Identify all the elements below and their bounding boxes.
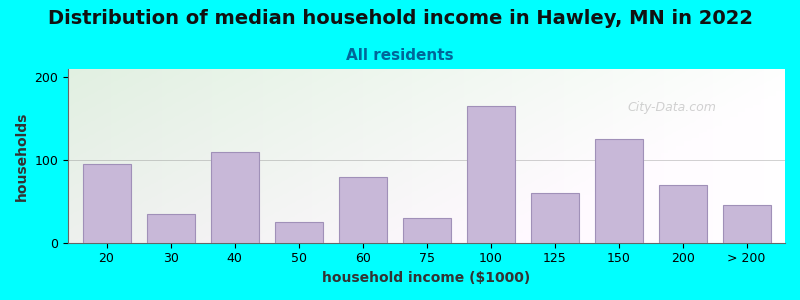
Text: Distribution of median household income in Hawley, MN in 2022: Distribution of median household income … — [47, 9, 753, 28]
Bar — [274, 222, 322, 243]
Bar — [210, 152, 258, 243]
Bar — [530, 193, 578, 243]
Bar — [146, 214, 194, 243]
Text: All residents: All residents — [346, 48, 454, 63]
Bar — [722, 206, 770, 243]
Bar — [402, 218, 450, 243]
Bar — [594, 139, 642, 243]
Bar — [338, 176, 386, 243]
X-axis label: household income ($1000): household income ($1000) — [322, 271, 530, 285]
Bar — [466, 106, 514, 243]
Bar — [82, 164, 130, 243]
Y-axis label: households: households — [15, 111, 29, 200]
Bar — [658, 185, 706, 243]
Text: City-Data.com: City-Data.com — [627, 101, 716, 114]
